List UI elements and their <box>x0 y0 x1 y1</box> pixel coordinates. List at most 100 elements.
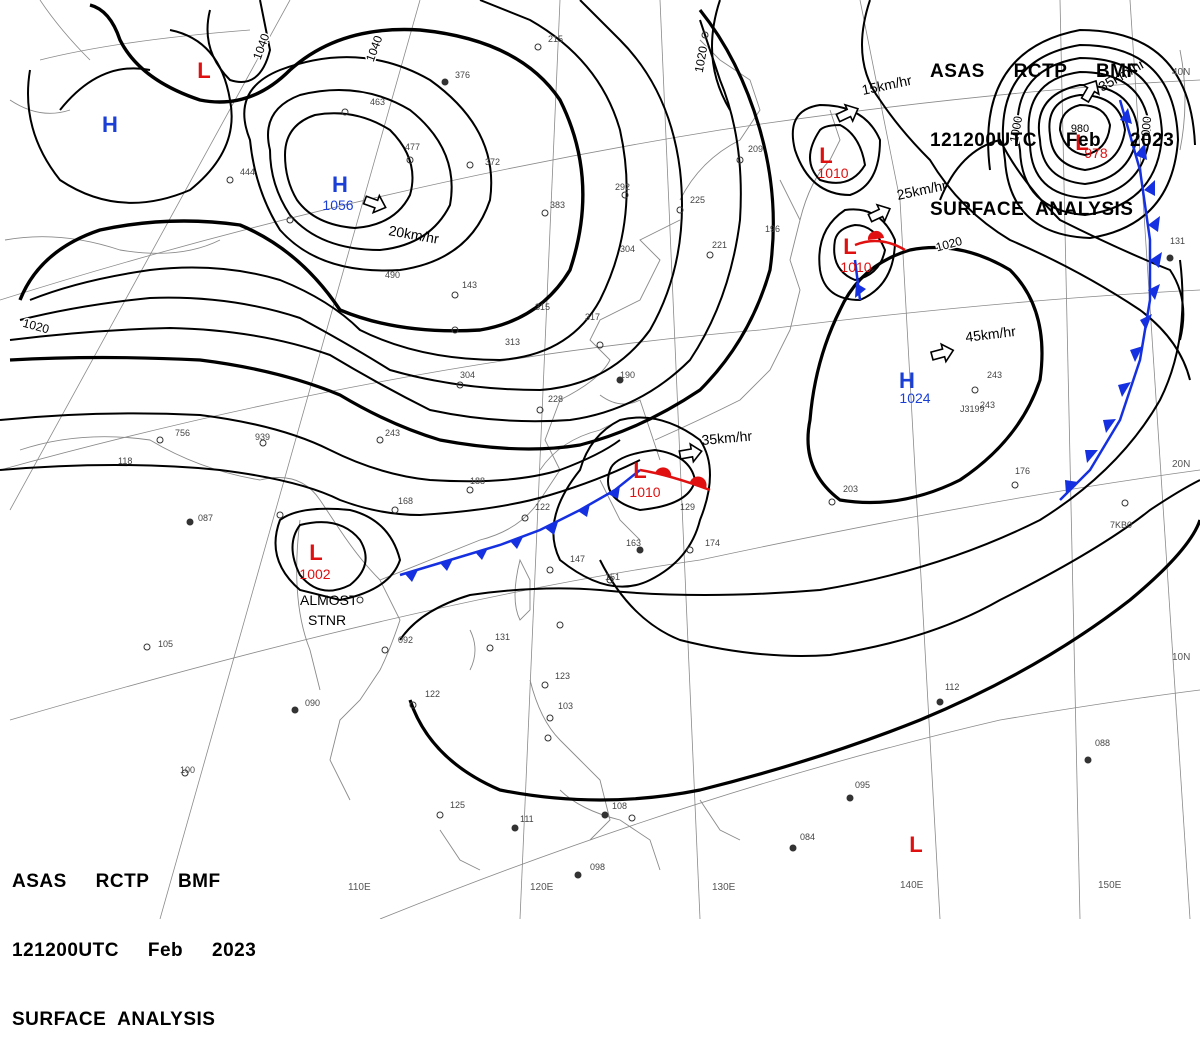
station-value: 143 <box>462 280 477 290</box>
station-value: 147 <box>570 554 585 564</box>
high-pressure-symbol: H <box>332 172 348 197</box>
station-value: 098 <box>590 862 605 872</box>
latitude-label: 10N <box>1172 652 1190 663</box>
latitude-label: 20N <box>1172 459 1190 470</box>
station-value: 112 <box>945 682 959 692</box>
map-background <box>0 0 1200 919</box>
station-value: 100 <box>180 765 195 775</box>
station-value: 228 <box>548 394 563 404</box>
station-value: 122 <box>535 502 550 512</box>
station-value: 174 <box>705 538 720 548</box>
station-value: 756 <box>175 428 190 438</box>
station-value: 123 <box>555 671 570 681</box>
station-value: 125 <box>450 800 465 810</box>
station-value: 118 <box>118 456 132 466</box>
station-value: 105 <box>158 639 173 649</box>
motion-arrow-icon <box>867 203 892 224</box>
motion-arrow-icon <box>835 103 860 124</box>
station-value: 111 <box>520 814 534 824</box>
station-value: 939 <box>255 432 270 442</box>
station-value: 092 <box>398 635 413 645</box>
station-value: 084 <box>800 832 815 842</box>
isobars <box>0 0 1200 802</box>
longitude-label: 130E <box>712 882 736 893</box>
longitude-label: 120E <box>530 882 554 893</box>
low-pressure-value: 1002 <box>299 566 330 582</box>
longitude-label: 110E <box>348 882 371 893</box>
station-value: 444 <box>240 167 255 177</box>
header-line-1: ASAS RCTP BMF <box>12 871 221 892</box>
station-value: 313 <box>505 337 520 347</box>
station-value: 129 <box>680 502 695 512</box>
header-line-2: 121200UTC Feb 2023 <box>12 940 257 961</box>
low-pressure-symbol: L <box>1075 130 1088 155</box>
station-value: 108 <box>612 801 627 811</box>
station-value: 376 <box>455 70 470 80</box>
station-value: 131 <box>495 632 510 642</box>
station-value: 168 <box>398 496 413 506</box>
station-value: 151 <box>605 572 620 582</box>
station-value: 188 <box>470 476 485 486</box>
low-pressure-value: 1010 <box>840 259 871 275</box>
station-value: 225 <box>690 195 705 205</box>
surface-analysis-map: 215 376 463 477 444 372 383 292 225 209 304 221 196 4… <box>0 0 1200 919</box>
station-value: 196 <box>765 224 780 234</box>
low-pressure-symbol: L <box>633 458 646 483</box>
station-value: 243 <box>980 400 995 410</box>
low-center-pressure-value: 980 <box>1071 123 1089 135</box>
high-pressure-value: 1056 <box>322 197 353 213</box>
station-value: 317 <box>585 312 600 322</box>
high-pressure-symbol: H <box>899 368 915 393</box>
header-line-2: 121200UTC Feb 2023 <box>930 130 1175 151</box>
annotations: ALMOST STNR <box>300 592 358 628</box>
station-value: 292 <box>615 182 630 192</box>
isobar-label: 1000 <box>1138 115 1154 143</box>
station-value: 131 <box>1170 236 1185 246</box>
isobar-label: 1020 <box>692 45 710 74</box>
annotation-almost: ALMOST <box>300 592 358 608</box>
station-value: 304 <box>460 370 475 380</box>
station-value: 372 <box>485 157 500 167</box>
station-value: 090 <box>305 698 320 708</box>
station-plots <box>143 31 1174 879</box>
longitude-label: 150E <box>1098 880 1122 891</box>
low-pressure-symbol: L <box>197 58 210 83</box>
isobar-label: 1000 <box>1007 115 1025 144</box>
station-value: J3199 <box>960 404 985 414</box>
station-value: 215 <box>548 34 563 44</box>
station-value: 088 <box>1095 738 1110 748</box>
motion-arrow-icon <box>678 442 703 464</box>
motion-arrow-icon <box>1080 79 1100 104</box>
station-value: 463 <box>370 97 385 107</box>
warm-front <box>639 230 906 492</box>
station-value: 203 <box>843 484 858 494</box>
station-value: 383 <box>550 200 565 210</box>
station-value: 209 <box>748 144 763 154</box>
station-value: 176 <box>1015 466 1030 476</box>
station-value: 477 <box>405 142 420 152</box>
station-value: 103 <box>558 701 573 711</box>
header-line-3: SURFACE ANALYSIS <box>12 1009 216 1030</box>
high-pressure-symbol: H <box>102 112 118 137</box>
station-value: 304 <box>620 244 635 254</box>
cold-front <box>399 99 1162 582</box>
station-value: 7KB0 <box>1110 520 1132 530</box>
station-value: 243 <box>987 370 1002 380</box>
low-pressure-symbol: L <box>909 832 922 857</box>
header-line-1: ASAS RCTP BMF <box>930 61 1139 82</box>
motion-arrow-icon <box>362 193 387 214</box>
low-pressure-value: 978 <box>1084 145 1108 161</box>
low-pressure-value: 1010 <box>817 165 848 181</box>
longitude-label: 140E <box>900 880 924 891</box>
station-value: 490 <box>385 270 400 280</box>
station-value: 095 <box>855 780 870 790</box>
low-pressure-symbol: L <box>309 540 322 565</box>
station-value: 243 <box>385 428 400 438</box>
low-pressure-symbol: L <box>843 234 856 259</box>
high-pressure-value: 1024 <box>899 390 930 406</box>
annotation-stnr: STNR <box>308 612 346 628</box>
low-pressure-symbol: L <box>819 143 832 168</box>
low-pressure-value: 1010 <box>629 484 660 500</box>
motion-arrow-icon <box>929 342 955 364</box>
